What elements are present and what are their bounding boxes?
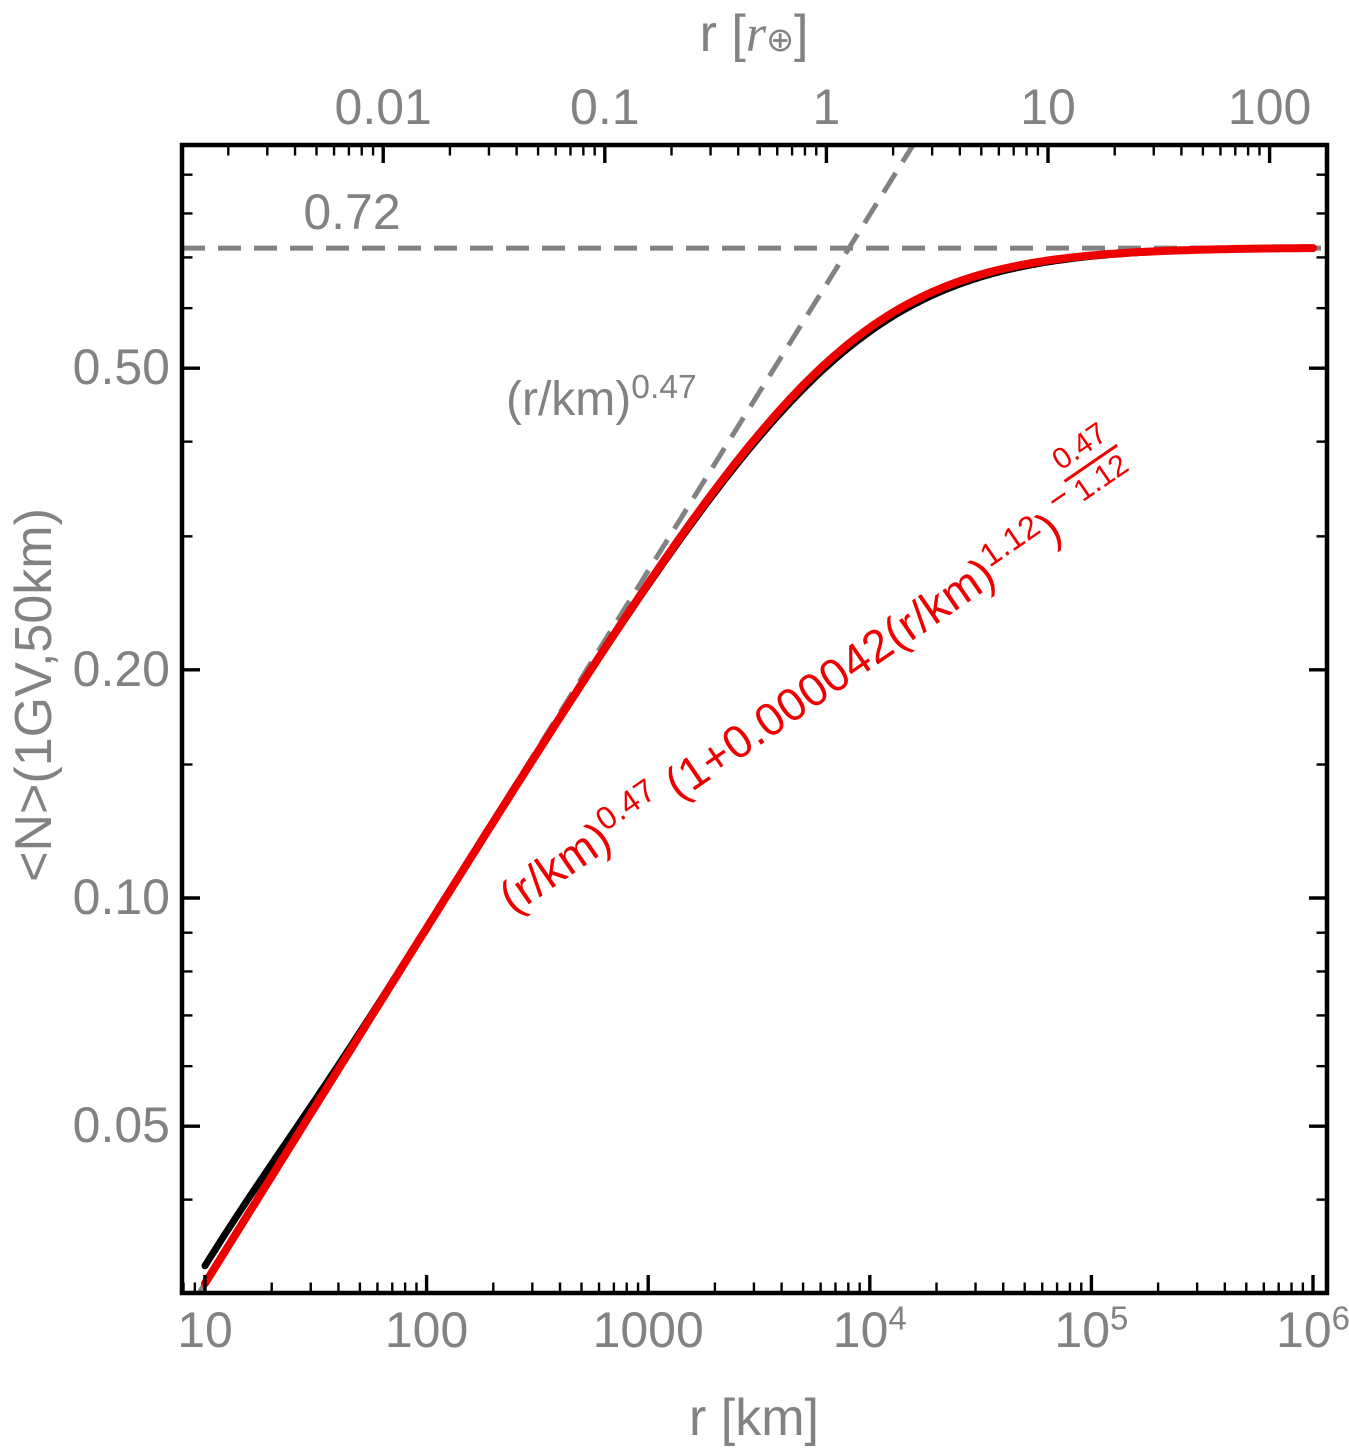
top-axis-title: r [r⊕] (699, 5, 809, 63)
left-tick-label-0.20: 0.20 (72, 640, 170, 697)
bottom-tick-label-100: 100 (384, 1302, 469, 1358)
bottom-tick-label-10e6: 106 (1276, 1299, 1349, 1358)
left-tick-label-0.05: 0.05 (72, 1097, 170, 1154)
axis-ticks (182, 145, 1327, 1293)
left-tick-label-0.50: 0.50 (72, 339, 170, 396)
top-tick-label-10: 10 (1020, 79, 1076, 135)
bottom-tick-label-10: 10 (177, 1302, 233, 1358)
bottom-tick-label-10e5: 105 (1054, 1299, 1129, 1358)
earth-symbol: ⊕ (766, 22, 794, 59)
bottom-tick-label-1000: 1000 (592, 1302, 704, 1358)
powerlaw-annotation: (r/km)0.47 (506, 369, 697, 426)
top-tick-label-0.01: 0.01 (334, 79, 432, 135)
top-tick-label-1: 1 (812, 79, 841, 135)
bottom-axis-title: r [km] (689, 1389, 819, 1447)
left-tick-label-0.10: 0.10 (72, 869, 170, 925)
top-tick-label-0.1: 0.1 (570, 79, 640, 135)
y-axis-title: <N>(1GV,50km) (5, 508, 63, 882)
bottom-tick-label-10e4: 104 (832, 1299, 907, 1358)
top-tick-label-100: 100 (1227, 79, 1312, 135)
fit-curve (201, 244, 1317, 1288)
plateau-annotation: 0.72 (303, 184, 401, 240)
